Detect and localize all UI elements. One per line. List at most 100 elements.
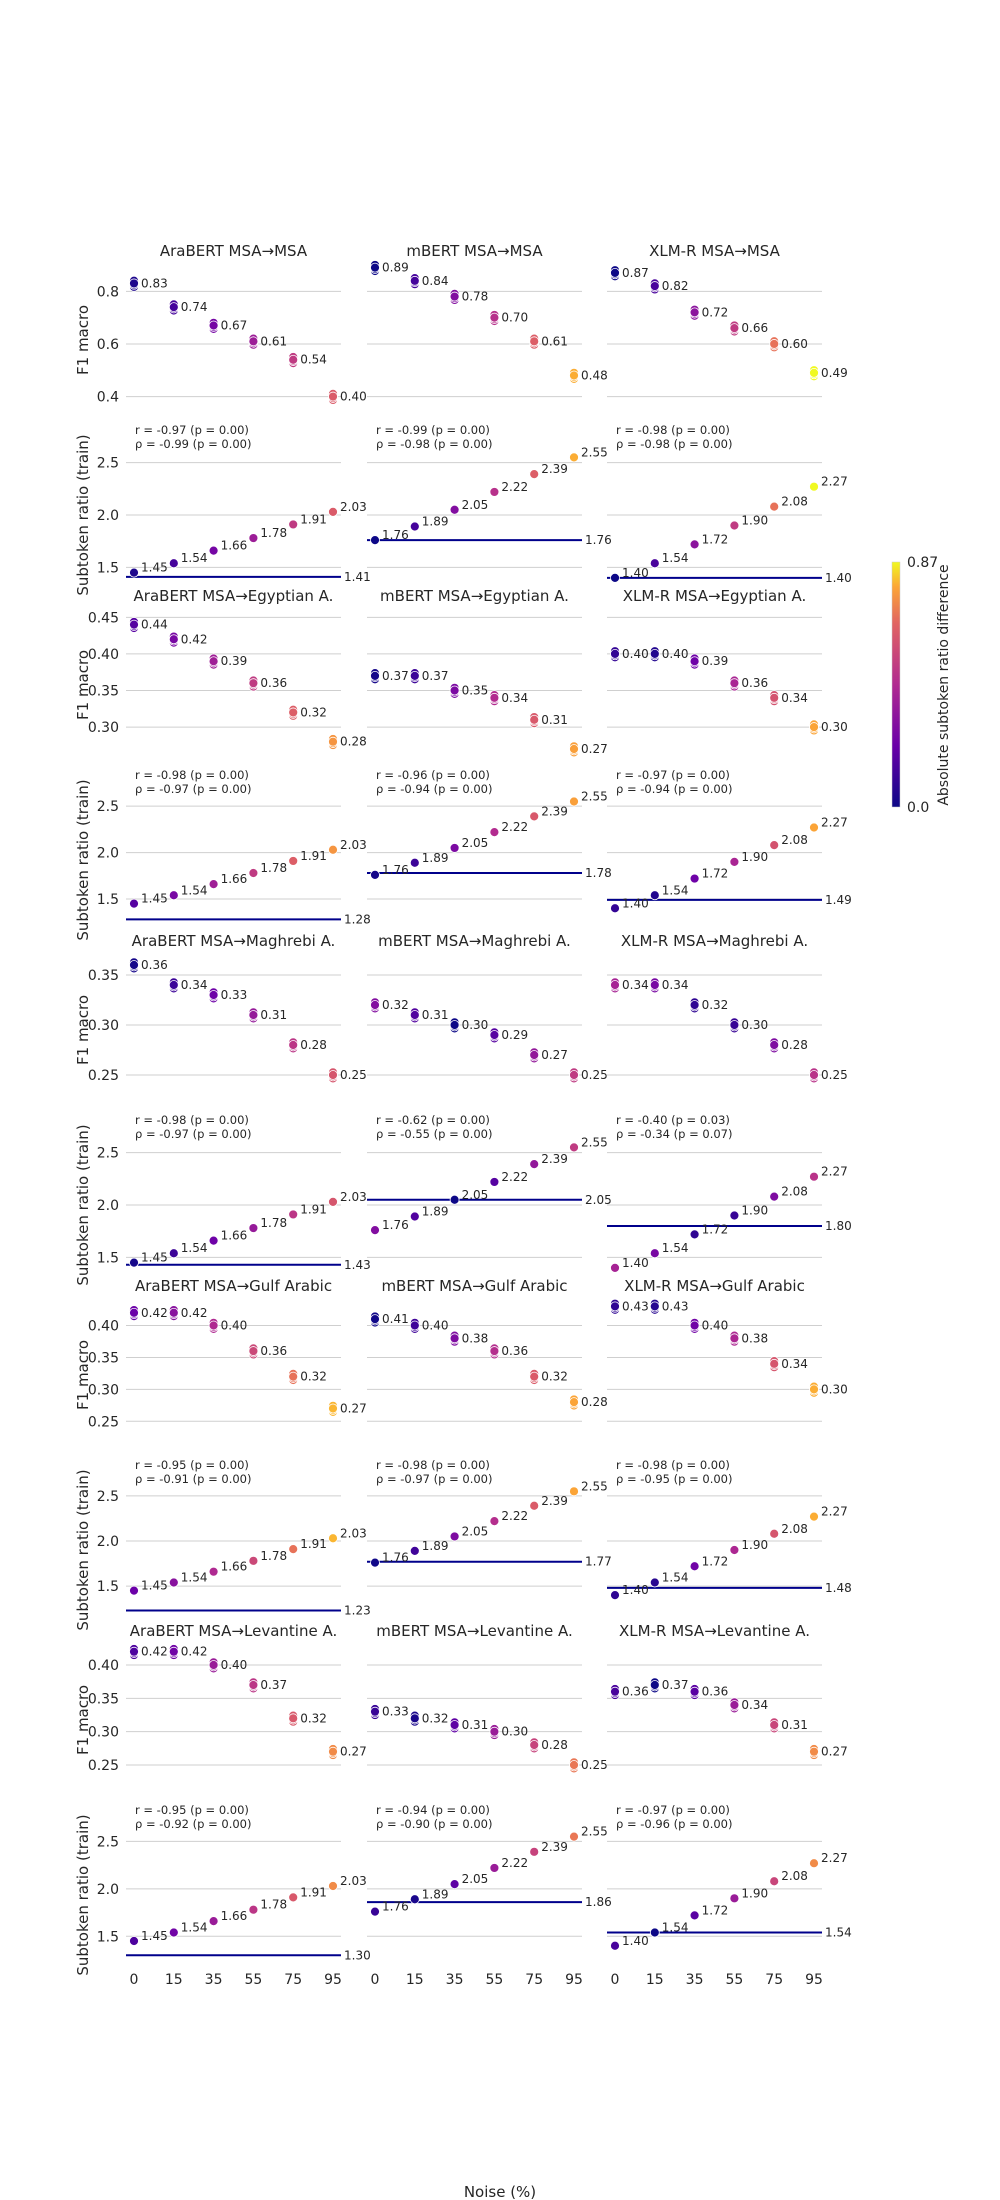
f1-axis-label: F1 macro (74, 995, 92, 1065)
f1-value-label: 0.36 (141, 958, 168, 972)
f1-point (248, 1346, 259, 1356)
f1-value-label: 0.36 (501, 1344, 528, 1358)
test-ratio-label: 1.43 (344, 1258, 371, 1272)
f1-value-label: 0.39 (221, 654, 248, 668)
spearman-annotation: ρ = -0.99 (p = 0.00) (135, 437, 251, 451)
f1-point (769, 1720, 780, 1730)
f1-point (649, 980, 660, 990)
f1-point (689, 307, 700, 318)
f1-axis-label: F1 macro (74, 650, 92, 720)
f1-point (449, 1333, 460, 1344)
ratio-point (208, 1916, 219, 1926)
f1-value-label: 0.36 (702, 1685, 729, 1699)
ratio-point (729, 1210, 740, 1221)
f1-value-label: 0.32 (702, 998, 729, 1012)
f1-value-label: 0.36 (622, 1685, 649, 1699)
f1-point (168, 980, 179, 990)
ratio-value-label: 1.72 (702, 867, 729, 881)
f1-point (208, 320, 219, 331)
x-tick-label: 15 (165, 1972, 183, 1988)
panel-title: AraBERT MSA→Gulf Arabic (135, 1277, 332, 1295)
f1-value-label: 0.30 (501, 1725, 528, 1739)
f1-value-label: 0.70 (501, 311, 528, 325)
f1-value-label: 0.34 (741, 1698, 768, 1712)
f1-value-label: 0.42 (181, 632, 208, 646)
ratio-axis-label: Subtoken ratio (train) (74, 779, 92, 940)
ratio-value-label: 1.40 (622, 1934, 649, 1948)
f1-point (610, 267, 620, 278)
f1-point (208, 1320, 219, 1331)
ratio-point (649, 1248, 660, 1259)
ratio-value-label: 1.40 (622, 566, 649, 580)
ratio-value-label: 2.27 (821, 816, 848, 830)
ratio-value-label: 1.54 (662, 551, 689, 565)
spearman-annotation: ρ = -0.97 (p = 0.00) (135, 1127, 251, 1141)
f1-point (370, 262, 380, 273)
x-tick-label: 75 (525, 1972, 543, 1988)
ratio-point (370, 869, 380, 880)
panel-mbert-1: mBERT MSA→Egyptian A. r = -0.96 (p = 0.00… (367, 587, 612, 900)
f1-value-label: 0.40 (340, 390, 367, 404)
ratio-point (129, 1585, 139, 1596)
pearson-annotation: r = -0.96 (p = 0.00) (376, 768, 490, 782)
panel-arabert-4: AraBERT MSA→Levantine A. 0.25 0.30 0.35 0.40… (88, 1622, 371, 1988)
f1-value-label: 0.42 (181, 1645, 208, 1659)
f1-point (809, 722, 819, 732)
x-tick-label: 35 (686, 1972, 704, 1988)
f1-point (529, 1371, 540, 1382)
x-tick-label: 75 (284, 1972, 302, 1988)
ratio-value-label: 1.90 (741, 1203, 768, 1217)
pearson-annotation: r = -0.97 (p = 0.00) (135, 423, 249, 437)
f1-point (489, 1346, 500, 1356)
ratio-value-label: 2.03 (340, 1190, 367, 1204)
f1-axis-label: F1 macro (74, 1685, 92, 1755)
f1-value-label: 0.40 (221, 1319, 248, 1333)
ratio-point (449, 843, 460, 853)
f1-point (809, 1070, 819, 1080)
ratio-value-label: 2.08 (781, 1869, 808, 1883)
f1-value-label: 0.30 (821, 720, 848, 734)
ratio-point (610, 1263, 620, 1273)
panel-title: AraBERT MSA→Levantine A. (130, 1622, 337, 1640)
f1-tick-label: 0.6 (97, 337, 119, 353)
x-tick-label: 35 (446, 1972, 464, 1988)
f1-tick-label: 0.35 (88, 1350, 119, 1366)
ratio-tick-label: 2.0 (97, 1882, 119, 1898)
f1-point (409, 1010, 420, 1020)
f1-axis-label: F1 macro (74, 305, 92, 375)
ratio-value-label: 1.40 (622, 896, 649, 910)
ratio-point (729, 1893, 740, 1904)
x-tick-label: 15 (406, 1972, 424, 1988)
f1-value-label: 0.42 (141, 1645, 168, 1659)
ratio-value-label: 1.91 (300, 1537, 327, 1551)
f1-point (328, 1746, 338, 1757)
x-tick-label: 55 (485, 1972, 503, 1988)
colorbar-max-label: 0.87 (907, 555, 938, 571)
ratio-value-label: 1.66 (221, 539, 248, 553)
f1-point (168, 1646, 179, 1657)
f1-value-label: 0.31 (462, 1718, 489, 1732)
f1-value-label: 0.25 (581, 1068, 608, 1082)
spearman-annotation: ρ = -0.98 (p = 0.00) (376, 437, 492, 451)
f1-value-label: 0.49 (821, 366, 848, 380)
ratio-tick-label: 2.5 (97, 456, 119, 472)
f1-value-label: 0.44 (141, 618, 168, 632)
x-tick-label: 55 (725, 1972, 743, 1988)
panel-title: mBERT MSA→Levantine A. (376, 1622, 572, 1640)
ratio-point (129, 1936, 139, 1946)
ratio-point (409, 1546, 420, 1556)
f1-point (288, 1371, 299, 1382)
ratio-point (449, 1879, 460, 1889)
ratio-point (649, 558, 660, 569)
panel-xlmr-4: XLM-R MSA→Levantine A. r = -0.97 (p = 0.0… (607, 1622, 852, 1988)
f1-point (769, 1040, 780, 1050)
pearson-annotation: r = -0.95 (p = 0.00) (135, 1803, 249, 1817)
f1-value-label: 0.38 (741, 1331, 768, 1345)
f1-value-label: 0.32 (300, 1711, 327, 1725)
panel-xlmr-2: XLM-R MSA→Maghrebi A. r = -0.40 (p = 0.03… (607, 932, 852, 1273)
f1-point (370, 1000, 380, 1010)
pearson-annotation: r = -0.40 (p = 0.03) (616, 1113, 730, 1127)
f1-point (689, 656, 700, 667)
f1-point (248, 336, 259, 347)
